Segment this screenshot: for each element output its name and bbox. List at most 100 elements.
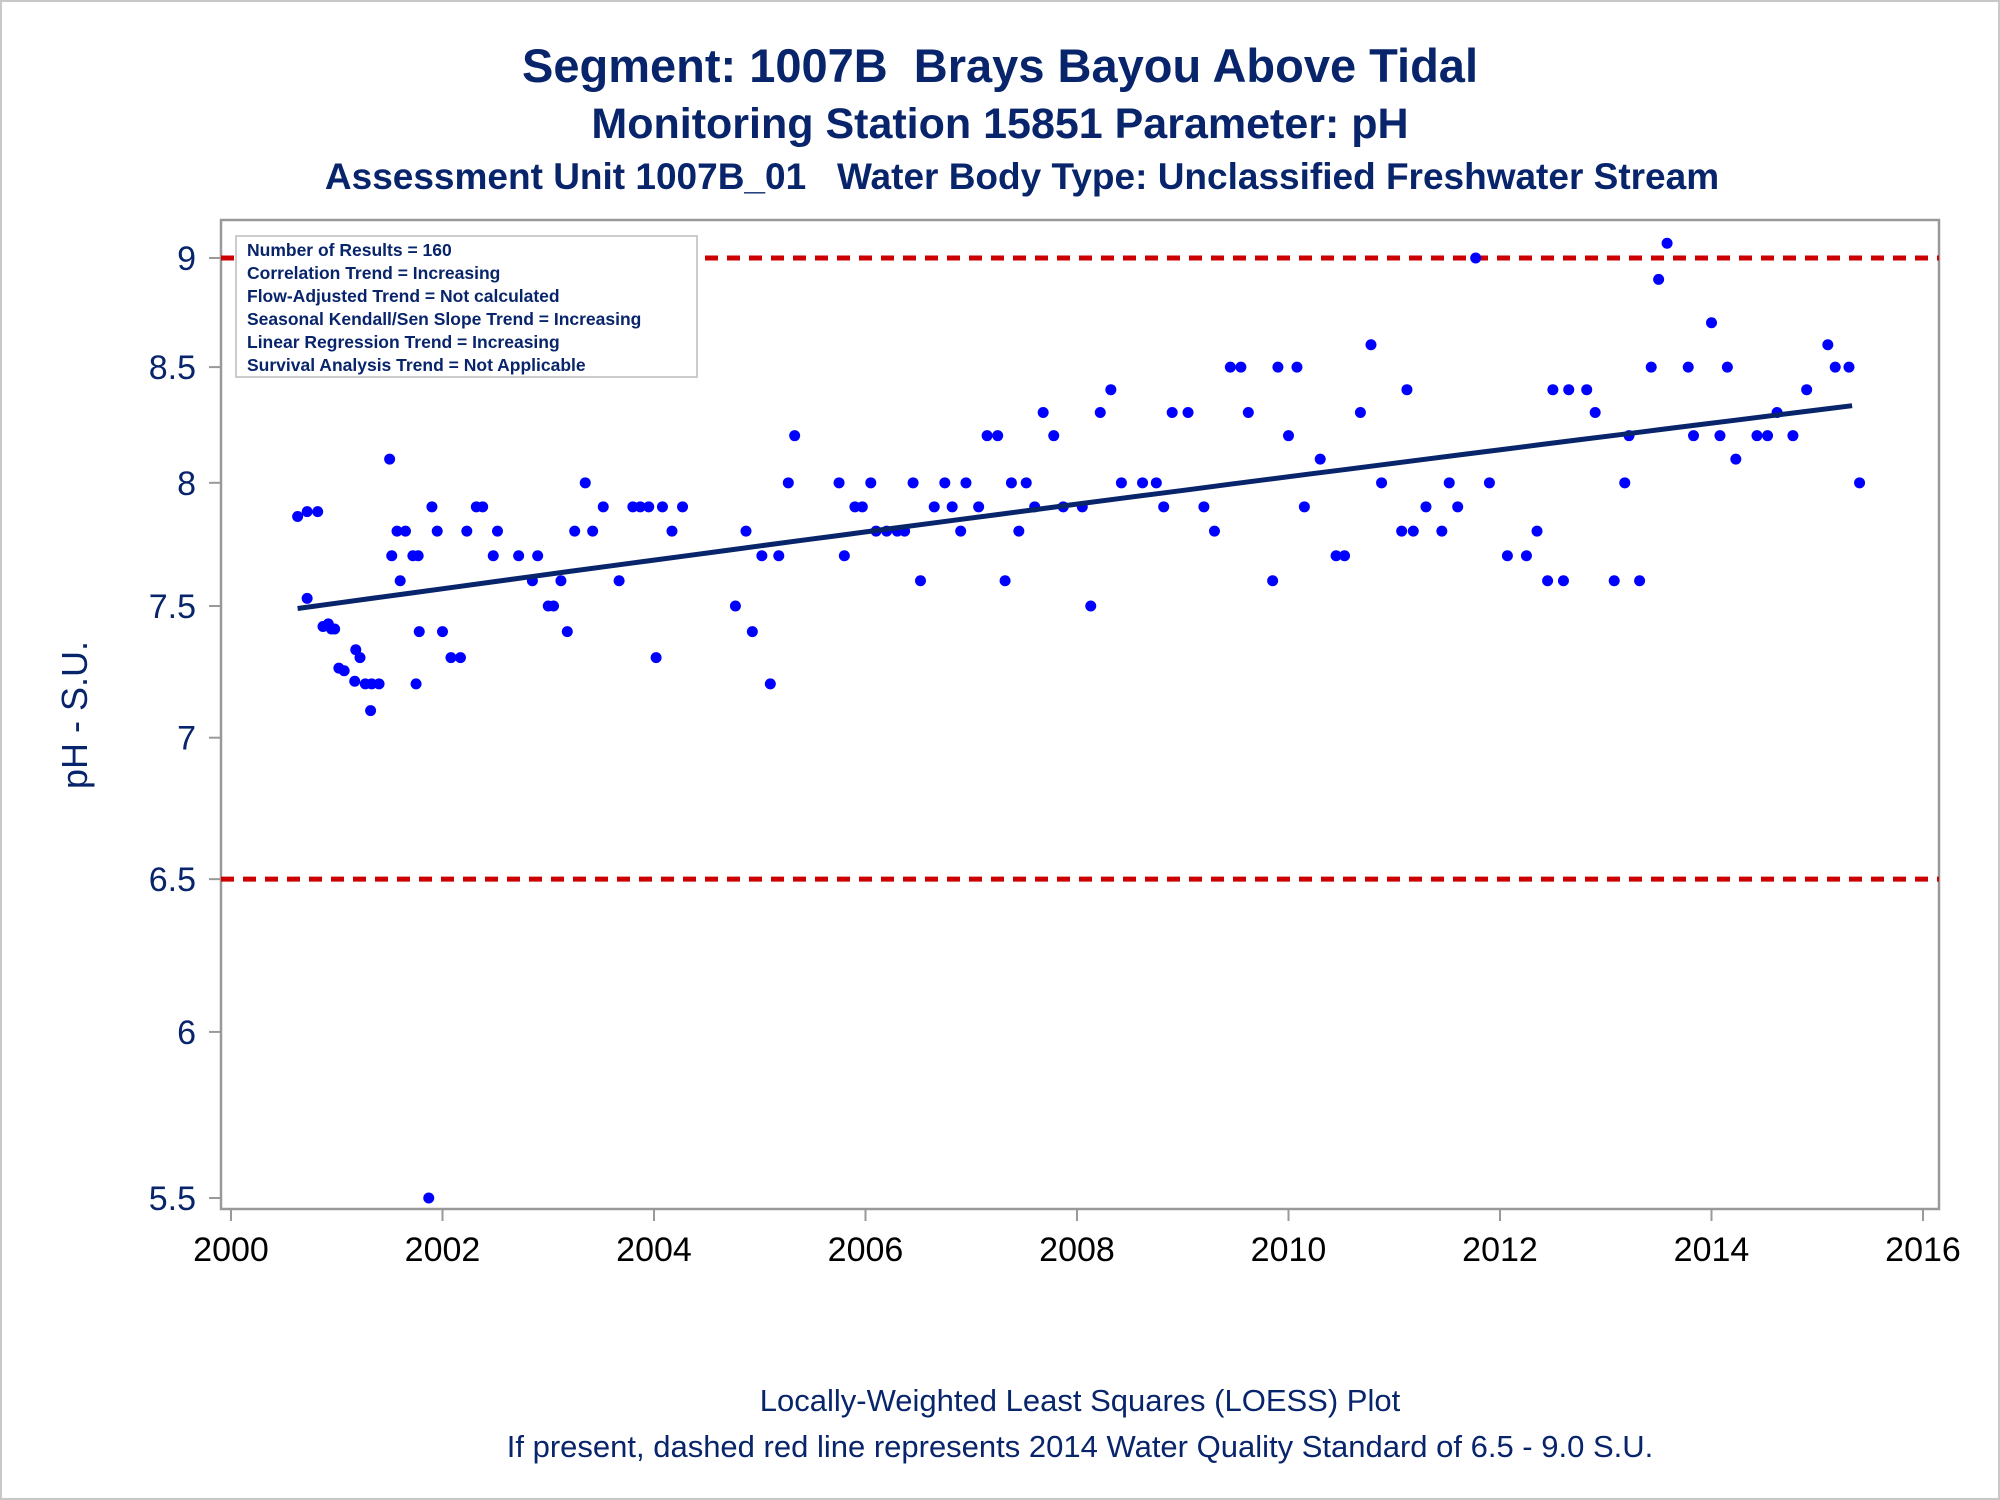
data-point — [1436, 525, 1448, 537]
data-point — [1376, 477, 1388, 489]
data-point — [1452, 501, 1464, 513]
data-point — [301, 506, 313, 518]
data-point — [1166, 407, 1178, 419]
data-point — [1801, 384, 1813, 396]
data-point — [1182, 407, 1194, 419]
data-point — [1020, 477, 1032, 489]
data-point — [1581, 384, 1593, 396]
data-point — [907, 477, 919, 489]
data-point — [1443, 477, 1455, 489]
data-point — [461, 525, 473, 537]
data-point — [1843, 361, 1855, 373]
data-point — [384, 453, 396, 465]
data-point — [386, 550, 398, 562]
data-point — [412, 550, 424, 562]
data-point — [548, 600, 560, 612]
data-point — [1354, 407, 1366, 419]
data-point — [1037, 407, 1049, 419]
data-point — [764, 678, 776, 690]
data-point — [865, 477, 877, 489]
data-point — [756, 550, 768, 562]
data-point — [431, 525, 443, 537]
data-point — [729, 600, 741, 612]
x-tick-label: 2000 — [193, 1231, 269, 1269]
data-point — [928, 501, 940, 513]
data-point — [1822, 339, 1834, 351]
data-point — [939, 477, 951, 489]
y-tick-label: 6.5 — [149, 861, 196, 899]
legend-box: Number of Results = 160 Correlation Trend… — [235, 235, 698, 378]
data-point — [838, 550, 850, 562]
x-tick-label: 2014 — [1674, 1231, 1750, 1269]
data-point — [1272, 361, 1284, 373]
data-point — [1235, 361, 1247, 373]
footer-line-2: If present, dashed red line represents 2… — [506, 1429, 1654, 1464]
loess-trend-line — [297, 403, 1853, 611]
data-point — [1721, 361, 1733, 373]
y-tick-label: 7 — [177, 720, 196, 758]
data-point — [312, 506, 324, 518]
data-point — [410, 678, 422, 690]
data-point — [1085, 600, 1097, 612]
data-point — [973, 501, 985, 513]
y-axis: 5.5 6 6.5 7 7.5 8 8.5 9 — [149, 240, 221, 1218]
data-point — [946, 501, 958, 513]
data-point — [491, 525, 503, 537]
data-point — [677, 501, 689, 513]
data-point — [650, 652, 662, 664]
data-point — [1520, 550, 1532, 562]
data-point — [856, 501, 868, 513]
y-tick-label: 6 — [177, 1014, 196, 1052]
data-point — [477, 501, 489, 513]
data-point — [656, 501, 668, 513]
x-tick-label: 2012 — [1462, 1231, 1538, 1269]
data-point — [782, 477, 794, 489]
plot-area — [219, 218, 1941, 1211]
legend-entry: Number of Results = 160 — [247, 240, 452, 260]
data-point — [454, 652, 466, 664]
x-axis: 2000 2002 2004 2006 2008 2010 2012 2014 2016 — [193, 1209, 1961, 1269]
chart-subtitle: Monitoring Station 15851 Parameter: pH — [591, 100, 1409, 148]
x-tick-label: 2010 — [1251, 1231, 1327, 1269]
data-point — [1762, 430, 1774, 442]
data-point — [1420, 501, 1432, 513]
data-point — [399, 525, 411, 537]
data-point — [445, 652, 457, 664]
x-tick-label: 2002 — [405, 1231, 481, 1269]
data-point — [1854, 477, 1866, 489]
y-tick-label: 5.5 — [149, 1180, 196, 1218]
data-point — [1314, 453, 1326, 465]
data-point — [597, 501, 609, 513]
legend-entry: Survival Analysis Trend = Not Applicable — [247, 355, 586, 375]
data-point — [394, 575, 406, 587]
data-point — [1283, 430, 1294, 442]
data-point — [579, 477, 591, 489]
data-point — [789, 430, 801, 442]
data-point — [1787, 430, 1799, 442]
data-point — [1682, 361, 1694, 373]
data-point — [373, 678, 385, 690]
data-point — [1531, 525, 1543, 537]
data-point — [354, 652, 366, 664]
chart-title: Segment: 1007B Brays Bayou Above Tidal — [522, 39, 1478, 92]
y-tick-label: 9 — [177, 240, 196, 278]
data-point — [1563, 384, 1575, 396]
data-point — [1634, 575, 1646, 587]
data-point — [613, 575, 625, 587]
data-point — [561, 626, 573, 638]
data-point — [1653, 273, 1665, 285]
data-point — [1339, 550, 1351, 562]
data-point — [569, 525, 581, 537]
data-points — [292, 237, 1866, 1204]
legend-entry: Correlation Trend = Increasing — [247, 263, 500, 283]
data-point — [992, 430, 1004, 442]
data-point — [1267, 575, 1279, 587]
data-point — [1730, 453, 1742, 465]
data-point — [426, 501, 438, 513]
data-point — [960, 477, 972, 489]
data-point — [1048, 430, 1060, 442]
data-point — [1242, 407, 1254, 419]
data-point — [1198, 501, 1210, 513]
data-point — [487, 550, 499, 562]
